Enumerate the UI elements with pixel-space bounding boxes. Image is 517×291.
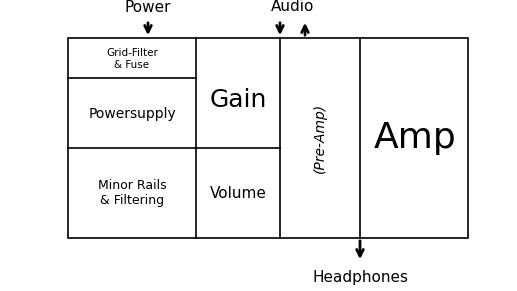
Text: (Pre-Amp): (Pre-Amp) (313, 103, 327, 173)
Text: Amp: Amp (374, 121, 457, 155)
Text: Power: Power (125, 0, 171, 15)
Text: Powersupply: Powersupply (88, 107, 176, 121)
Text: Headphones: Headphones (312, 270, 408, 285)
Text: Gain: Gain (209, 88, 267, 112)
Text: Minor Rails
& Filtering: Minor Rails & Filtering (98, 179, 166, 207)
Text: Audio: Audio (271, 0, 315, 14)
Bar (68, 38, 468, 238)
Text: Volume: Volume (209, 185, 266, 200)
Text: Grid-Filter
& Fuse: Grid-Filter & Fuse (106, 48, 158, 70)
